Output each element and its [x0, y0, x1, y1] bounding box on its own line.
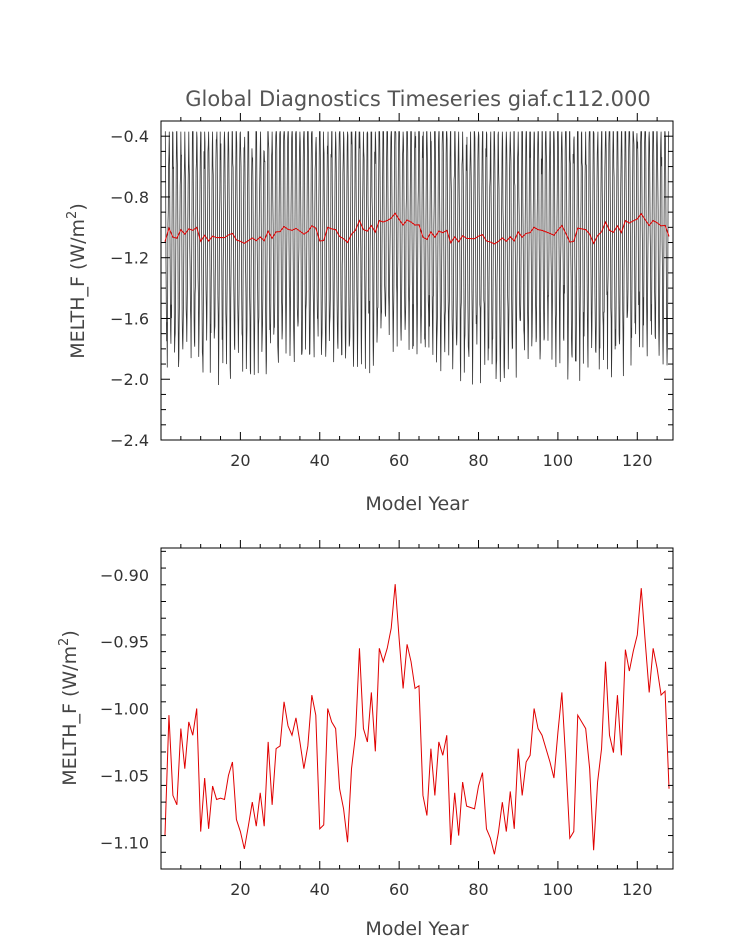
y-axis-label-sup: 2: [65, 211, 80, 219]
x-tick-label: 120: [622, 880, 653, 899]
y-axis-label-end: ): [59, 630, 81, 637]
y-axis-label: MELTH_F (W/m2): [65, 203, 89, 359]
axis-ticks: 20 40 60 80 100 120 −1.10 −1.05 −1.00 −0.95 −0.90: [100, 540, 673, 899]
x-tick-label: 80: [468, 880, 488, 899]
y-tick-label: −0.90: [100, 566, 149, 585]
y-axis-label-main: MELTH_F (W/m: [59, 646, 81, 786]
y-axis-label-sup: 2: [57, 638, 72, 646]
x-tick-label: 60: [389, 880, 409, 899]
x-tick-label: 80: [468, 451, 488, 470]
y-axis-label-main: MELTH_F (W/m: [67, 219, 89, 359]
y-axis-label-end: ): [67, 203, 89, 210]
x-tick-label: 20: [230, 880, 250, 899]
x-tick-label: 60: [389, 451, 409, 470]
y-tick-label: −1.00: [100, 700, 149, 719]
x-tick-label: 120: [622, 451, 653, 470]
x-tick-label: 40: [310, 880, 330, 899]
x-tick-label: 40: [310, 451, 330, 470]
y-axis-label: MELTH_F (W/m2): [57, 630, 81, 786]
annual-mean-panel: 20 40 60 80 100 120−1.10−1.05−1.00−0.95−0.90 …: [57, 540, 674, 940]
y-tick-label: −2.0: [110, 370, 149, 389]
y-tick-label: −2.4: [110, 431, 149, 450]
y-tick-label: −0.95: [100, 633, 149, 652]
series-layer: [164, 584, 670, 855]
timeseries-panel: Global Diagnostics Timeseries giaf.c112.…: [65, 87, 674, 515]
series-line-monthly: [164, 131, 670, 386]
chart-title: Global Diagnostics Timeseries giaf.c112.…: [185, 87, 650, 111]
x-axis-label: Model Year: [365, 493, 469, 515]
y-tick-label: −0.4: [110, 127, 149, 146]
x-tick-label: 100: [543, 451, 574, 470]
y-tick-label: −1.10: [100, 833, 149, 852]
x-tick-label: 20: [230, 451, 250, 470]
series-line-annual-mean: [164, 212, 670, 245]
y-tick-label: −0.8: [110, 188, 149, 207]
series-layer: [164, 131, 670, 386]
series-line-annual-mean: [164, 584, 670, 855]
axis-ticks: 20 40 60 80 100 120 −2.4 −2.0 −1.6 −1.2 −0.8 −0.4: [110, 113, 673, 470]
plot-frame: [160, 120, 674, 441]
x-axis-label: Model Year: [365, 918, 469, 940]
plot-frame: [160, 547, 674, 870]
y-tick-label: −1.6: [110, 309, 149, 328]
x-tick-label: 100: [543, 880, 574, 899]
y-tick-label: −1.2: [110, 249, 149, 268]
y-tick-label: −1.05: [100, 766, 149, 785]
